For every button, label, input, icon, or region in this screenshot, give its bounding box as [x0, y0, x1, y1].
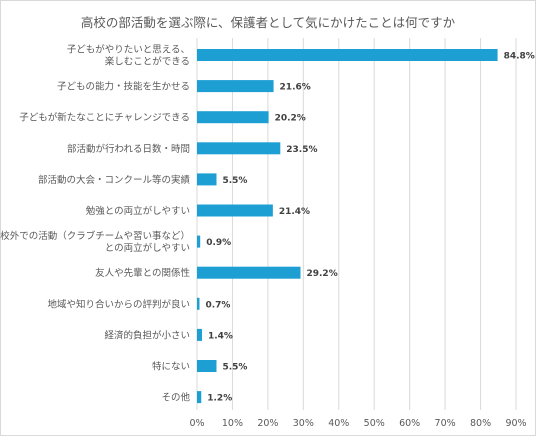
x-tick-label: 70% [435, 418, 456, 429]
category-label: 部活動が行われる日数・時間 [67, 143, 190, 155]
bar [197, 360, 217, 372]
x-tick-label: 0% [189, 418, 204, 429]
category-label: その他 [161, 392, 190, 404]
category-label: 地域や知り合いからの評判が良い [47, 298, 190, 310]
bar [197, 111, 269, 124]
bar [197, 235, 201, 248]
chart-title: 高校の部活動を選ぶ際に、保護者として気にかけたことは何ですか [80, 15, 456, 30]
x-tick-label: 40% [328, 418, 349, 429]
bar [197, 49, 498, 61]
x-tick-label: 60% [399, 418, 420, 429]
gridlines [196, 38, 517, 410]
data-label: 21.6% [280, 83, 311, 93]
bars [197, 49, 498, 404]
data-label: 5.5% [222, 363, 247, 373]
category-label: 経済的負担が小さい [104, 329, 190, 341]
data-label: 5.5% [222, 176, 247, 186]
bar [197, 80, 274, 93]
data-label: 1.2% [207, 394, 232, 404]
category-label: 子どもがやりたいと思える、楽しむことができる [67, 44, 190, 68]
bar [197, 266, 301, 279]
category-label: 特にない [152, 361, 190, 373]
data-label: 23.5% [286, 145, 317, 155]
category-label: 学校外での活動（クラブチームや習い事など）との両立がしやすい [0, 230, 190, 254]
category-label: 友人や先輩との関係性 [95, 267, 190, 279]
bar [197, 173, 217, 186]
category-label: 勉強との両立がしやすい [86, 205, 190, 217]
x-axis-tick-labels: 0% 10% 20% 30% 40% 50% 60% 70% 80% 90% [189, 418, 526, 429]
data-label: 1.4% [208, 331, 233, 341]
data-label: 0.9% [206, 238, 231, 248]
data-label: 21.4% [279, 207, 310, 217]
category-label: 子どもの能力・技能を生かせる [57, 81, 190, 93]
x-tick-label: 90% [505, 418, 526, 429]
data-label: 29.2% [306, 269, 337, 279]
x-tick-label: 50% [364, 418, 385, 429]
data-label: 84.8% [504, 52, 535, 62]
data-label: 0.7% [205, 300, 230, 310]
x-tick-label: 30% [293, 418, 314, 429]
data-label: 20.2% [275, 114, 306, 124]
bar [197, 142, 281, 155]
x-tick-label: 20% [257, 418, 278, 429]
bar [197, 204, 273, 217]
bar [197, 391, 202, 404]
category-label: 子どもが新たなことにチャレンジできる [19, 112, 190, 124]
category-label: 部活動の大会・コンクール等の実績 [38, 174, 191, 186]
bar [197, 328, 202, 341]
value-labels: 84.8% 21.6% 20.2% 23.5% 5.5% 21.4% 0.9% 29.2% 0.… [205, 52, 534, 404]
x-tick-label: 10% [222, 418, 243, 429]
x-tick-label: 80% [470, 418, 491, 429]
bar [197, 297, 200, 310]
category-labels: 子どもがやりたいと思える、楽しむことができる子どもの能力・技能を生かせる子どもが… [0, 44, 190, 404]
